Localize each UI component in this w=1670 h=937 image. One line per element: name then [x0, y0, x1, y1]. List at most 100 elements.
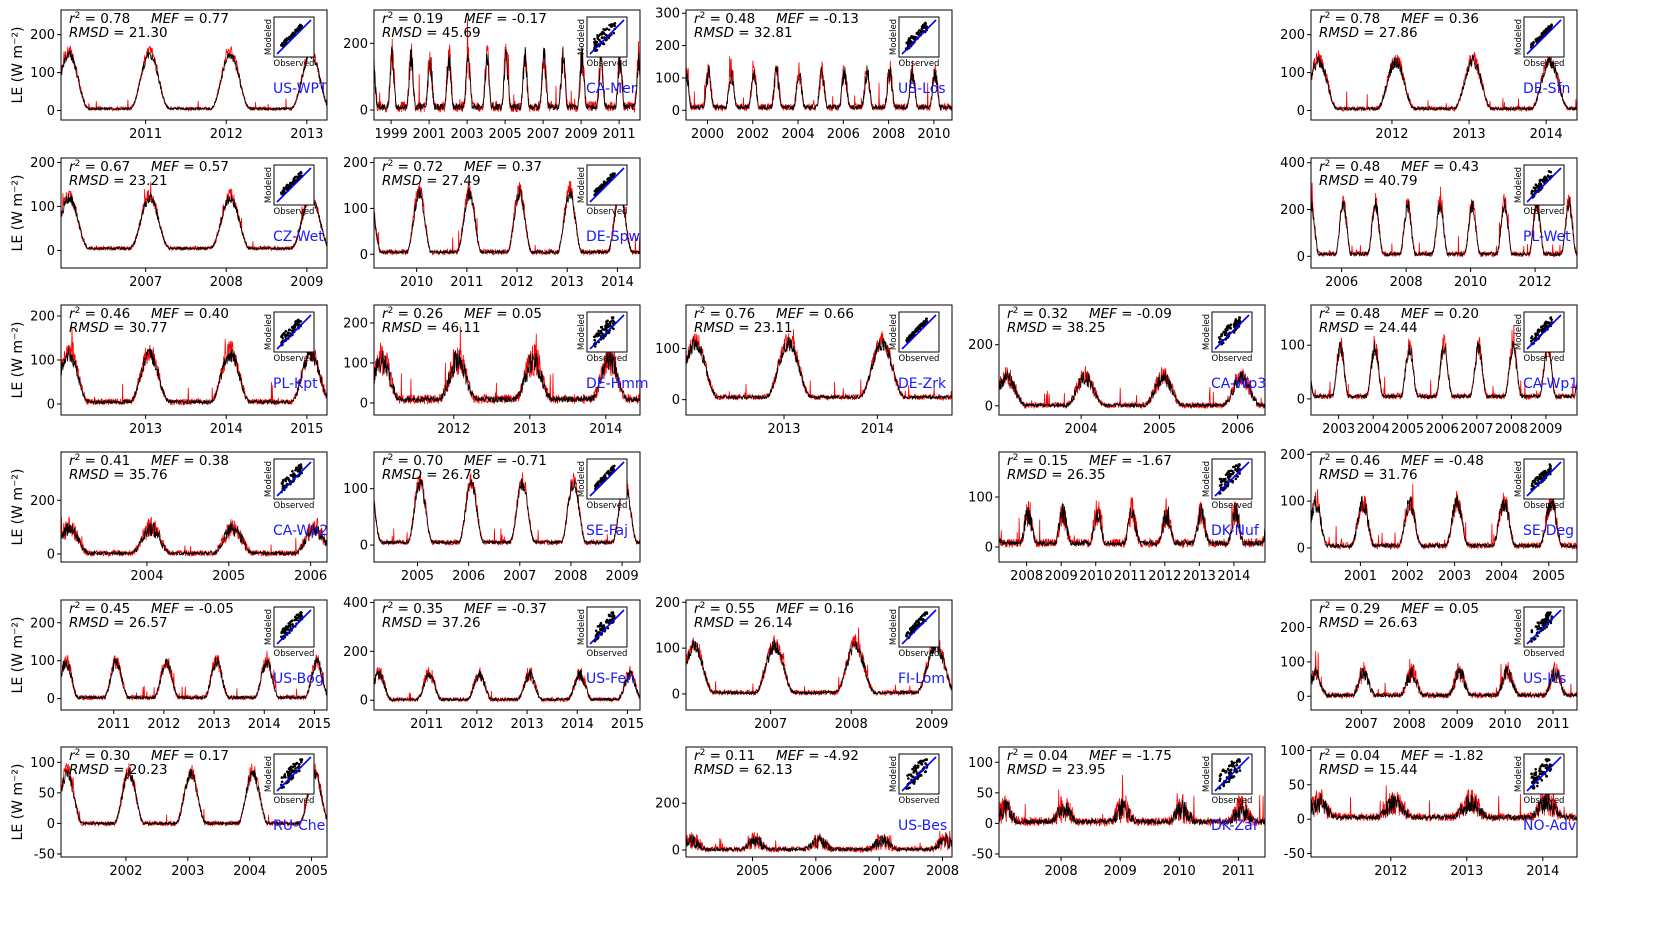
y-tick-label: 100 — [30, 66, 55, 81]
r2-value: 0.72 — [413, 159, 443, 175]
inset-xlabel: Observed — [587, 649, 628, 659]
site-label: US-Los — [898, 81, 946, 97]
x-tick-label: 2013 — [1183, 569, 1216, 584]
x-tick-label: 2007 — [129, 275, 162, 290]
inset-xlabel: Observed — [274, 354, 315, 364]
y-tick-label: 0 — [985, 541, 993, 556]
y-tick-label: 100 — [1280, 495, 1305, 510]
x-tick-label: 2013 — [198, 717, 231, 732]
inset-point — [925, 320, 929, 323]
y-tick-label: 0 — [47, 692, 55, 707]
rmsd-value: 26.57 — [129, 615, 168, 631]
x-tick-label: 2001 — [1344, 569, 1377, 584]
site-label: US-Ics — [1523, 671, 1566, 687]
y-tick-label: 100 — [968, 491, 993, 506]
inset-point — [1537, 775, 1541, 778]
inset-point — [1228, 778, 1231, 781]
inset-point — [606, 319, 609, 323]
mef-annotation: MEF = -0.05 — [151, 601, 234, 617]
inset-point — [1545, 625, 1548, 629]
x-tick-label: 2012 — [460, 717, 493, 732]
inset-point — [1538, 35, 1542, 39]
inset-point — [1549, 316, 1553, 319]
inset-ylabel: Modeled — [889, 314, 899, 350]
rmsd-annotation: RMSD = 27.86 — [1319, 25, 1418, 41]
r2-annotation: r2 = 0.70 — [382, 453, 443, 469]
inset-point — [1546, 613, 1549, 617]
inset-point — [596, 332, 600, 335]
inset-point — [1530, 339, 1533, 343]
r2-annotation: r2 = 0.48 — [1319, 159, 1380, 175]
plot-frame — [60, 157, 328, 269]
y-tick-label: 100 — [343, 202, 368, 217]
x-tick-label: 2011 — [1114, 569, 1147, 584]
x-tick-label: 2012 — [1148, 569, 1181, 584]
modeled-series — [999, 798, 1265, 826]
mef-value: -4.92 — [824, 748, 859, 764]
rmsd-annotation: RMSD = 21.30 — [69, 25, 168, 41]
mef-value: -0.09 — [1137, 306, 1172, 322]
site-label: DE-Spw — [586, 229, 640, 245]
one-to-one-line — [901, 756, 937, 792]
inset-point — [1531, 776, 1535, 780]
inset-point — [924, 758, 928, 761]
inset-ylabel: Modeled — [1514, 609, 1524, 645]
rmsd-value: 27.86 — [1379, 25, 1418, 41]
plot-frame — [998, 304, 1266, 416]
inset-point — [599, 477, 603, 480]
r2-annotation: r2 = 0.04 — [1007, 748, 1068, 764]
y-tick-label: 0 — [360, 694, 368, 709]
inset-ylabel: Modeled — [889, 19, 899, 55]
panel-us-ics: 0 100 200 2007 2008 2009 2010 2011 r2 = 0.29 MEF … — [1280, 599, 1578, 732]
r2-annotation: r2 = 0.48 — [1319, 306, 1380, 322]
one-to-one-line — [589, 167, 625, 203]
x-tick-label: 2014 — [1530, 127, 1563, 142]
site-label: SE-Faj — [586, 523, 628, 539]
inset-point — [285, 37, 289, 40]
inset-xlabel: Observed — [1524, 59, 1565, 69]
inset-point — [286, 331, 290, 335]
x-tick-label: 2008 — [835, 717, 868, 732]
mef-value: -0.37 — [512, 601, 547, 617]
inset-ylabel: Modeled — [577, 19, 587, 55]
plot-frame — [685, 746, 953, 858]
inset-point — [1226, 328, 1229, 332]
inset-point — [1238, 769, 1242, 772]
x-tick-label: 2008 — [1390, 275, 1423, 290]
inset-point — [593, 40, 596, 44]
inset-xlabel: Observed — [1524, 207, 1565, 217]
mef-value: -0.48 — [1449, 453, 1484, 469]
panel-pl-wet: 0 200 400 2006 2008 2010 2012 r2 = 0.48 MEF = 0.… — [1280, 156, 1578, 290]
inset-ylabel: Modeled — [264, 314, 274, 350]
inset-point — [597, 624, 601, 628]
r2-annotation: r2 = 0.30 — [69, 748, 130, 764]
inset-point — [289, 474, 293, 477]
site-label: PL-Wet — [1523, 229, 1571, 245]
r2-value: 0.76 — [725, 306, 755, 322]
mef-annotation: MEF = 0.20 — [1401, 306, 1479, 322]
x-tick-label: 2004 — [233, 864, 266, 879]
inset-point — [284, 776, 287, 779]
rmsd-annotation: RMSD = 30.77 — [69, 320, 168, 336]
inset-point — [289, 182, 292, 185]
inset-point — [910, 627, 914, 630]
r2-value: 0.45 — [100, 601, 130, 617]
x-tick-label: 2007 — [503, 569, 536, 584]
rmsd-value: 23.21 — [129, 173, 168, 189]
inset-point — [1548, 25, 1552, 29]
inset-ylabel: Modeled — [577, 609, 587, 645]
inset-point — [1540, 621, 1544, 625]
inset-point — [280, 335, 283, 339]
inset-point — [919, 615, 923, 619]
inset-point — [1234, 477, 1238, 481]
plot-frame — [1310, 304, 1578, 416]
inset-point — [600, 36, 604, 40]
x-tick-label: 2012 — [210, 127, 243, 142]
site-label: PL-Kpt — [273, 376, 318, 392]
r2-annotation: r2 = 0.41 — [69, 453, 130, 469]
inset-point — [914, 770, 918, 773]
inset-point — [1225, 770, 1228, 773]
inset-xlabel: Observed — [587, 207, 628, 217]
